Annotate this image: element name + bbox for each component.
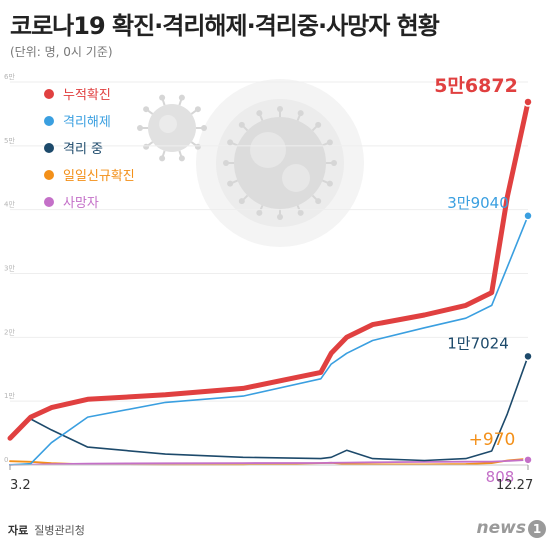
y-tick-label-5: 5만 [4,136,15,145]
y-tick-label-6: 6만 [4,72,15,81]
legend-item-1: 격리해제 [44,107,135,134]
news1-logo: news 1 [477,518,546,538]
legend-label: 누적확진 [63,88,111,103]
legend-label: 격리해제 [63,115,111,130]
logo-text: news [476,518,526,538]
x-tick-label-start: 3.2 [10,478,31,493]
series-line-4 [9,458,529,466]
legend-dot-icon [44,169,54,180]
x-tick-label-end: 12.27 [496,478,533,493]
legend-item-2: 격리 중 [44,134,135,161]
y-tick-label-4: 4만 [4,200,15,209]
series-end-label-0: 5만6872 [434,75,518,97]
legend-item-3: 일일신규확진 [44,161,135,188]
series-end-label-4: 808 [486,468,515,486]
series-line-2 [9,355,529,462]
source-text: 질병관리청 [34,524,85,537]
legend-label: 격리 중 [63,142,104,157]
series-end-label-3: +970 [469,430,516,450]
series-line-1 [9,215,529,466]
source-note: 자료 질병관리청 [8,522,85,538]
y-tick-label-3: 3만 [4,264,15,273]
legend-dot-icon [44,196,54,207]
legend-label: 일일신규확진 [63,169,135,184]
y-tick-label-1: 1만 [4,391,15,400]
y-tick-label-0: 0 [4,456,8,464]
y-tick-label-2: 2만 [4,327,15,336]
virus-illustration-icon [148,79,364,247]
series-end-point-1 [523,211,533,221]
series-end-point-2 [523,351,533,362]
series-end-label-2: 1만7024 [447,334,509,352]
legend-dot-icon [44,88,54,99]
series-line-0 [7,99,531,441]
virus-spikes-icon [137,94,337,220]
chart-subtitle: (단위: 명, 0시 기준) [10,45,113,59]
series-end-point-4 [523,455,533,465]
source-label: 자료 [8,524,29,537]
logo-number: 1 [528,520,546,538]
chart-title: 코로나19 확진·격리해제·격리중·사망자 현황 [10,12,440,40]
series-end-label-1: 3만9040 [447,194,509,212]
legend-dot-icon [44,142,54,153]
series-end-point-0 [523,97,533,107]
legend-item-0: 누적확진 [44,80,135,107]
legend-item-4: 사망자 [44,188,135,215]
legend-dot-icon [44,115,54,126]
legend-label: 사망자 [63,196,99,211]
